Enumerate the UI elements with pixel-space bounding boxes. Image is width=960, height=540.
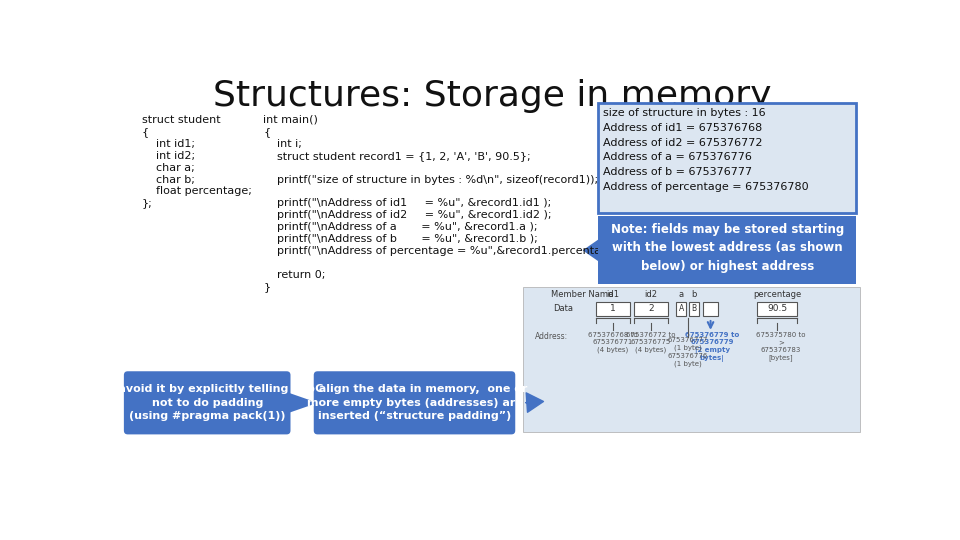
Text: Data: Data: [553, 303, 573, 313]
Text: size of structure in bytes : 16
Address of id1 = 675376768
Address of id2 = 6753: size of structure in bytes : 16 Address …: [603, 108, 808, 192]
Text: a: a: [679, 291, 684, 299]
Text: B: B: [692, 305, 697, 313]
Text: struct student record1 = {1, 2, 'A', 'B', 90.5};: struct student record1 = {1, 2, 'A', 'B'…: [263, 151, 531, 161]
Text: int id2;: int id2;: [142, 151, 195, 161]
FancyBboxPatch shape: [703, 302, 718, 316]
Text: printf("size of structure in bytes : %d\n", sizeof(record1));: printf("size of structure in bytes : %d\…: [263, 174, 598, 185]
Text: 90.5: 90.5: [767, 305, 787, 313]
FancyBboxPatch shape: [598, 217, 856, 284]
FancyBboxPatch shape: [689, 302, 699, 316]
FancyBboxPatch shape: [523, 287, 860, 432]
Text: int main(): int main(): [263, 115, 319, 125]
Text: struct student: struct student: [142, 115, 221, 125]
FancyBboxPatch shape: [596, 302, 630, 316]
Text: char a;: char a;: [142, 163, 195, 173]
Polygon shape: [287, 392, 318, 414]
Text: char b;: char b;: [142, 174, 195, 185]
Text: };: };: [142, 198, 153, 208]
Text: {: {: [263, 127, 271, 137]
Text: 675376777
(1 byte)
675376776
(1 byte): 675376777 (1 byte) 675376776 (1 byte): [667, 338, 708, 367]
FancyBboxPatch shape: [314, 372, 516, 434]
Text: 675376779 to
675376779
|2 empty
bytes|: 675376779 to 675376779 |2 empty bytes|: [685, 332, 739, 362]
Text: printf("\nAddress of a       = %u", &record1.a );: printf("\nAddress of a = %u", &record1.a…: [263, 222, 538, 232]
Text: Member Name: Member Name: [551, 291, 613, 299]
Text: Address:: Address:: [535, 332, 567, 341]
Text: id1: id1: [607, 291, 619, 299]
Text: 675375780 to
>
675376783
[bytes]: 675375780 to > 675376783 [bytes]: [756, 332, 805, 361]
FancyBboxPatch shape: [124, 372, 291, 434]
FancyBboxPatch shape: [676, 302, 686, 316]
Text: Structures: Storage in memory: Structures: Storage in memory: [213, 79, 771, 113]
Text: percentage: percentage: [753, 291, 802, 299]
FancyBboxPatch shape: [757, 302, 798, 316]
Text: printf("\nAddress of id2     = %u", &record1.id2 );: printf("\nAddress of id2 = %u", &record1…: [263, 211, 552, 220]
Text: int i;: int i;: [263, 139, 302, 148]
Text: 675376768 to
675376771
(4 bytes): 675376768 to 675376771 (4 bytes): [588, 332, 637, 354]
Text: int id1;: int id1;: [142, 139, 195, 148]
Text: {: {: [142, 127, 149, 137]
Text: printf("\nAddress of id1     = %u", &record1.id1 );: printf("\nAddress of id1 = %u", &record1…: [263, 198, 552, 208]
Text: return 0;: return 0;: [263, 270, 325, 280]
Text: float percentage;: float percentage;: [142, 186, 252, 197]
FancyArrowPatch shape: [526, 393, 543, 412]
Text: printf("\nAddress of b       = %u", &record1.b );: printf("\nAddress of b = %u", &record1.b…: [263, 234, 539, 244]
Text: 675376772 to
675376775
(4 bytes): 675376772 to 675376775 (4 bytes): [626, 332, 676, 354]
Text: 1: 1: [610, 305, 615, 313]
Text: To align the data in memory,  one or
more empty bytes (addresses) are
inserted (: To align the data in memory, one or more…: [301, 384, 528, 421]
Text: Can avoid it by explicitly telling Mr. C
not to do padding
(using #pragma pack(1: Can avoid it by explicitly telling Mr. C…: [91, 384, 324, 421]
Text: printf("\nAddress of percentage = %u",&record1.percentage);: printf("\nAddress of percentage = %u",&r…: [263, 246, 623, 256]
Text: id2: id2: [644, 291, 658, 299]
Text: Note: fields may be stored starting
with the lowest address (as shown
below) or : Note: fields may be stored starting with…: [611, 222, 844, 273]
Text: 2: 2: [648, 305, 654, 313]
FancyBboxPatch shape: [634, 302, 668, 316]
FancyBboxPatch shape: [598, 103, 856, 213]
Text: b: b: [691, 291, 697, 299]
Text: A: A: [679, 305, 684, 313]
Text: }: }: [263, 282, 271, 292]
Polygon shape: [583, 240, 598, 261]
